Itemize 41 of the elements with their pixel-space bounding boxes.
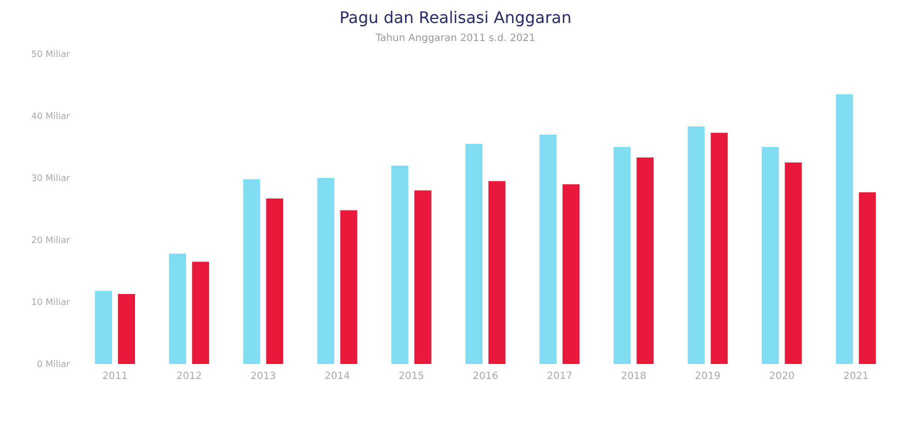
x-tick-label: 2011 <box>102 371 128 382</box>
bar <box>540 134 557 364</box>
y-tick-label: 10 Miliar <box>31 298 70 308</box>
x-tick-label: 2017 <box>546 371 572 382</box>
bar <box>710 132 728 364</box>
bar <box>266 198 284 364</box>
chart-title: Pagu dan Realisasi Anggaran <box>338 8 572 27</box>
bar <box>169 254 186 364</box>
bar <box>636 158 654 364</box>
x-tick-label: 2012 <box>176 371 202 382</box>
bar <box>414 190 432 364</box>
y-tick-label: 30 Miliar <box>31 174 70 184</box>
y-tick-label: 50 Miliar <box>31 50 70 60</box>
bar <box>762 147 779 364</box>
bar <box>317 178 334 364</box>
bar <box>192 262 210 364</box>
bar <box>562 184 580 364</box>
bar <box>391 166 408 364</box>
bar <box>118 294 135 364</box>
x-tick-label: 2013 <box>250 371 276 382</box>
x-tick-label: 2019 <box>695 371 720 382</box>
y-tick-label: 0 Miliar <box>36 360 70 370</box>
bar <box>95 290 112 364</box>
bar <box>836 94 853 364</box>
x-tick-label: 2014 <box>324 371 350 382</box>
bar <box>465 144 482 364</box>
y-tick-label: 20 Miliar <box>31 236 70 246</box>
x-tick-label: 2016 <box>472 371 498 382</box>
x-tick-label: 2020 <box>769 371 795 382</box>
y-tick-label: 40 Miliar <box>31 112 70 122</box>
bar <box>243 179 260 364</box>
x-tick-label: 2018 <box>620 371 646 382</box>
bar <box>340 210 358 364</box>
bar <box>614 147 631 364</box>
x-tick-label: 2021 <box>843 371 869 382</box>
x-tick-label: 2015 <box>398 371 424 382</box>
bar <box>488 181 506 364</box>
bar <box>688 126 705 364</box>
chart-subtitle: Tahun Anggaran 2011 s.d. 2021 <box>374 33 536 44</box>
bar <box>784 162 802 364</box>
bar <box>858 192 876 364</box>
